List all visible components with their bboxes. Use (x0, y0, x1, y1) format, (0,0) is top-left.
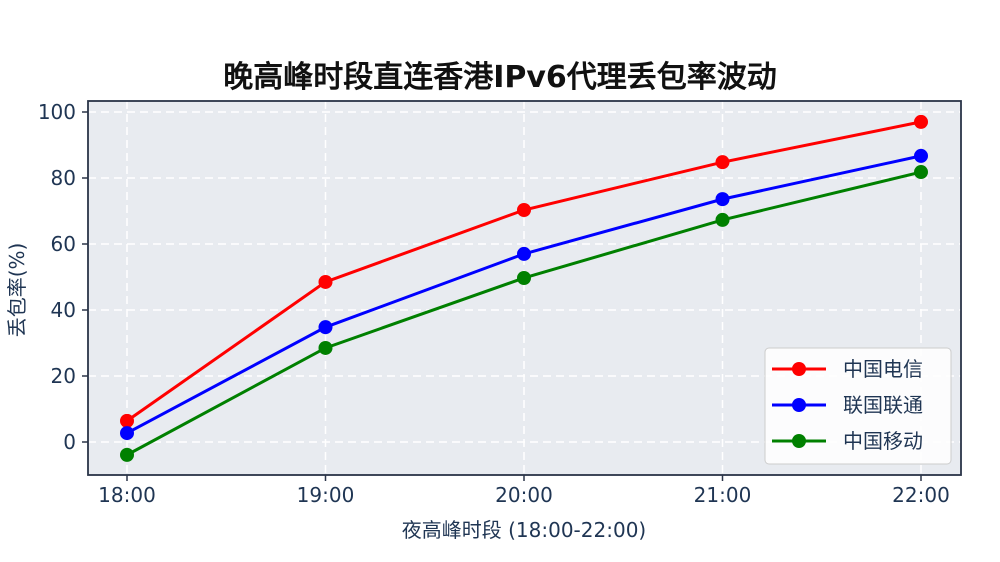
data-point (318, 320, 333, 335)
series-line (120, 114, 928, 428)
data-point (715, 155, 730, 170)
y-tick-label: 40 (51, 298, 76, 322)
series-line (120, 165, 928, 462)
x-axis: 18:00 19:00 20:00 21:00 22:00 (98, 475, 950, 507)
legend-marker-icon (792, 362, 806, 376)
x-tick-label: 21:00 (694, 483, 752, 507)
data-point (318, 274, 333, 289)
legend-box (764, 347, 952, 465)
x-axis-label: 夜高峰时段 (18:00-22:00) (402, 518, 646, 542)
legend-item: 联国联通 (772, 393, 923, 417)
x-tick-label: 20:00 (495, 483, 553, 507)
chart-title: 晚高峰时段直连香港IPv6代理丢包率波动 (223, 60, 777, 95)
data-point (517, 203, 531, 218)
data-point (914, 148, 928, 163)
legend-label: 中国电信 (843, 357, 923, 381)
legend-label: 联国联通 (843, 393, 923, 417)
legend-item: 中国电信 (772, 357, 923, 381)
data-point (914, 165, 928, 180)
y-tick-label: 100 (38, 100, 76, 124)
series-line (120, 148, 928, 441)
x-tick-label: 22:00 (892, 483, 950, 507)
data-point (715, 192, 730, 207)
series-layer (120, 114, 928, 462)
data-point (318, 340, 333, 355)
data-point (914, 114, 928, 129)
data-point (120, 447, 134, 462)
data-point (715, 212, 730, 227)
legend-item: 中国移动 (772, 429, 923, 453)
x-tick-label: 19:00 (297, 483, 355, 507)
y-tick-label: 20 (51, 364, 76, 388)
y-axis-label: 丢包率(%) (5, 243, 29, 338)
data-point (120, 426, 134, 441)
y-tick-label: 60 (51, 232, 76, 256)
x-tick-label: 18:00 (98, 483, 156, 507)
y-tick-label: 80 (51, 166, 76, 190)
legend-label: 中国移动 (843, 429, 923, 453)
data-point (120, 413, 134, 428)
y-axis: 0 20 40 60 80 100 (38, 100, 88, 454)
data-point (517, 246, 531, 261)
legend-marker-icon (792, 398, 806, 412)
y-tick-label: 0 (63, 430, 76, 454)
legend-marker-icon (792, 434, 806, 448)
data-point (517, 270, 531, 285)
